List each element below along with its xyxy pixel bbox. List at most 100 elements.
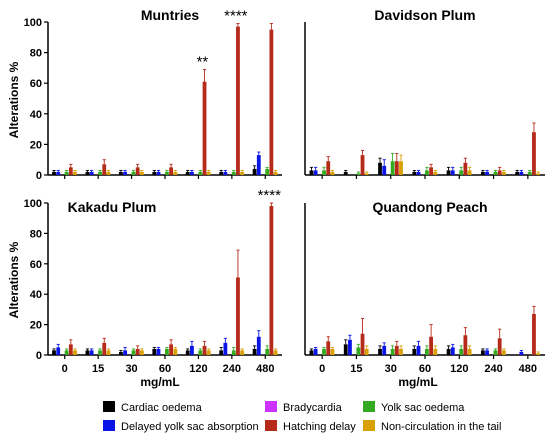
bar-cardiac-oedema xyxy=(52,350,56,355)
bar-non-circulation-in-the-tail xyxy=(467,170,472,175)
bar-yolk-sac-oedema xyxy=(265,348,270,355)
bar-yolk-sac-oedema xyxy=(98,171,102,175)
bar-delayed-yolk-sac-absorption xyxy=(485,171,489,175)
significance-marker: ** xyxy=(197,53,209,70)
bar-yolk-sac-oedema xyxy=(425,348,429,355)
panel-davidson-plum xyxy=(304,22,545,179)
bar-delayed-yolk-sac-absorption xyxy=(190,171,194,175)
bar-delayed-yolk-sac-absorption xyxy=(56,347,61,355)
bar-non-circulation-in-the-tail xyxy=(106,171,111,175)
bar-non-circulation-in-the-tail xyxy=(273,350,278,355)
bar-cardiac-oedema xyxy=(185,350,190,355)
legend-swatch-non-circulation-in-the-tail xyxy=(363,420,375,431)
bar-cardiac-oedema xyxy=(185,171,190,175)
bar-cardiac-oedema xyxy=(118,351,123,355)
bar-hatching-delay xyxy=(497,338,502,355)
bar-cardiac-oedema xyxy=(219,350,224,355)
bar-hatching-delay xyxy=(102,164,107,175)
bar-yolk-sac-oedema xyxy=(459,348,464,355)
x-tick-label: 0 xyxy=(62,363,68,375)
y-tick-label: 80 xyxy=(30,228,42,240)
bar-yolk-sac-oedema xyxy=(265,168,270,175)
y-tick-label: 20 xyxy=(30,139,42,151)
x-tick-label: 60 xyxy=(159,363,171,375)
bar-hatching-delay xyxy=(429,336,433,355)
panel-kakadu-plum: 0 20 40 60 80 100 0 15 30 60 120 240 480 **** xyxy=(24,187,282,375)
bar-yolk-sac-oedema xyxy=(165,171,169,175)
bar-hatching-delay xyxy=(532,313,536,355)
bar-hatching-delay xyxy=(236,277,240,355)
bar-cardiac-oedema xyxy=(85,350,90,355)
bar-cardiac-oedema xyxy=(219,171,224,175)
bar-cardiac-oedema xyxy=(252,168,257,175)
bar-non-circulation-in-the-tail xyxy=(536,173,541,175)
x-tick-label: 15 xyxy=(350,363,362,375)
x-tick-label: 15 xyxy=(92,363,104,375)
y-tick-label: 40 xyxy=(30,289,42,301)
bar-non-circulation-in-the-tail xyxy=(273,171,278,175)
bar-hatching-delay xyxy=(463,335,468,355)
bar-yolk-sac-oedema xyxy=(390,348,395,355)
bar-delayed-yolk-sac-absorption xyxy=(382,345,387,355)
y-tick-label: 20 xyxy=(30,320,42,332)
bar-hatching-delay xyxy=(135,348,140,355)
bar-non-circulation-in-the-tail xyxy=(433,348,438,355)
bar-hatching-delay xyxy=(269,29,274,176)
panel-title-quandong-peach: Quandong Peach xyxy=(372,199,487,215)
y-tick-label: 40 xyxy=(30,109,42,121)
bar-hatching-delay xyxy=(429,167,433,175)
legend-label-yolk-sac-oedema: Yolk sac oedema xyxy=(381,402,465,414)
bar-non-circulation-in-the-tail xyxy=(330,171,335,175)
significance-marker: **** xyxy=(224,8,248,25)
bar-non-circulation-in-the-tail xyxy=(501,171,506,175)
bar-delayed-yolk-sac-absorption xyxy=(56,171,61,175)
bar-non-circulation-in-the-tail xyxy=(501,350,506,355)
y-tick-label: 0 xyxy=(36,350,42,362)
panel-title-muntries: Muntries xyxy=(141,7,200,23)
bar-cardiac-oedema xyxy=(480,350,485,355)
bar-yolk-sac-oedema xyxy=(356,347,361,355)
bar-yolk-sac-oedema xyxy=(198,171,203,175)
bar-cardiac-oedema xyxy=(343,344,348,355)
bar-yolk-sac-oedema xyxy=(459,170,464,175)
panel-title-davidson-plum: Davidson Plum xyxy=(374,7,475,23)
bar-non-circulation-in-the-tail xyxy=(399,161,403,175)
legend-swatch-cardiac-oedema xyxy=(103,401,115,412)
bar-yolk-sac-oedema xyxy=(356,173,361,175)
bar-hatching-delay xyxy=(360,155,365,175)
legend: Cardiac oedema Bradycardia Yolk sac oede… xyxy=(103,401,501,433)
bar-delayed-yolk-sac-absorption xyxy=(519,171,524,175)
bar-cardiac-oedema xyxy=(309,350,314,355)
bar-yolk-sac-oedema xyxy=(165,348,169,355)
bar-yolk-sac-oedema xyxy=(493,350,498,355)
bar-cardiac-oedema xyxy=(412,171,417,175)
bar-non-circulation-in-the-tail xyxy=(364,173,369,175)
bar-delayed-yolk-sac-absorption xyxy=(313,170,318,175)
bar-hatching-delay xyxy=(169,167,173,175)
y-tick-label: 80 xyxy=(30,48,42,60)
legend-label-bradycardia: Bradycardia xyxy=(283,402,343,414)
bar-hatching-delay xyxy=(326,341,331,355)
y-tick-label: 60 xyxy=(30,78,42,90)
bar-hatching-delay xyxy=(532,132,536,175)
x-tick-label: 0 xyxy=(319,363,325,375)
y-axis-label-bottom: Alterations % xyxy=(7,241,21,318)
bar-non-circulation-in-the-tail xyxy=(139,350,144,355)
bar-hatching-delay xyxy=(236,26,240,176)
panel-title-kakadu-plum: Kakadu Plum xyxy=(68,199,157,215)
bar-hatching-delay xyxy=(394,345,399,355)
panel-quandong-peach: 0 15 30 60 120 240 480 xyxy=(304,203,545,375)
bar-delayed-yolk-sac-absorption xyxy=(190,345,194,355)
bar-delayed-yolk-sac-absorption xyxy=(223,342,228,355)
bar-cardiac-oedema xyxy=(85,171,90,175)
bar-non-circulation-in-the-tail xyxy=(173,348,178,355)
bar-delayed-yolk-sac-absorption xyxy=(223,171,228,175)
bar-cardiac-oedema xyxy=(378,348,382,355)
bar-hatching-delay xyxy=(326,161,331,175)
bar-non-circulation-in-the-tail xyxy=(206,171,211,175)
bar-delayed-yolk-sac-absorption xyxy=(123,171,127,175)
bar-yolk-sac-oedema xyxy=(493,171,498,175)
bar-non-circulation-in-the-tail xyxy=(433,171,438,175)
bar-delayed-yolk-sac-absorption xyxy=(485,350,489,355)
